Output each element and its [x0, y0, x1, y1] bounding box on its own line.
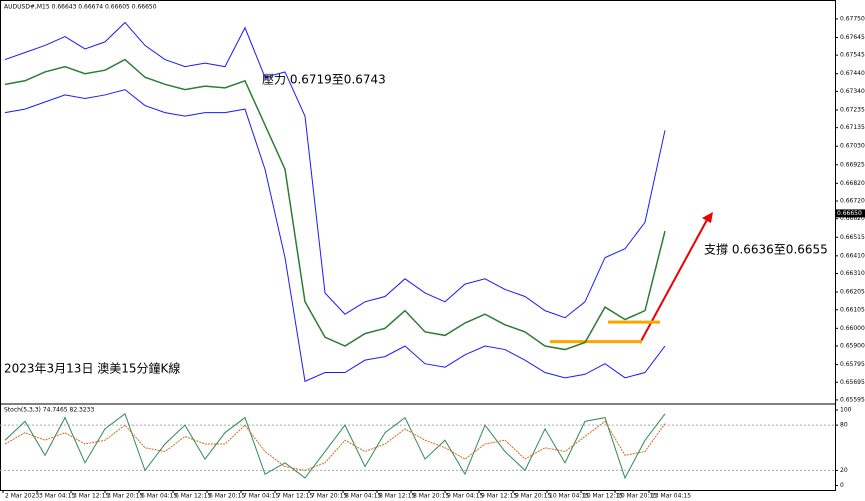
y-tick-label: 0.67645: [840, 34, 865, 41]
y-tick-label: 100: [840, 407, 852, 414]
x-tick-label: 3 Mar 12:15: [73, 493, 109, 500]
x-tick-label: 7 Mar 20:15: [311, 493, 347, 500]
y-tick-label: 0.65795: [840, 361, 865, 368]
y-tick-label: 0.66820: [840, 180, 865, 187]
x-tick-label: 3 Mar 04:15: [39, 493, 75, 500]
series-line: [4, 89, 666, 383]
x-tick-label: 10 Mar 04:15: [549, 493, 589, 500]
indicator-title: Stoch(5,3,3) 74.7465 82.3233: [4, 407, 95, 414]
x-tick-label: 10 Mar 20:15: [617, 493, 657, 500]
x-tick-label: 2 Mar 2023: [5, 493, 39, 500]
y-tick-label: 80: [840, 422, 848, 429]
x-tick-label: 7 Mar 04:15: [243, 493, 279, 500]
y-tick-label: 0.67440: [840, 70, 865, 77]
y-tick-label: 0.66410: [840, 252, 865, 259]
y-tick-label: 0.65900: [840, 343, 865, 350]
price-box: [835, 209, 865, 218]
annotation: 壓力 0.6719至0.6743: [262, 73, 386, 87]
frame: [0, 0, 836, 491]
y-tick-label: 0.66205: [840, 289, 865, 296]
arrow-head: [702, 212, 713, 223]
x-tick-label: 6 Mar 04:15: [141, 493, 177, 500]
x-tick-label: 3 Mar 20:15: [107, 493, 143, 500]
y-tick-label: 0.67030: [840, 143, 865, 150]
x-tick-label: 9 Mar 20:15: [515, 493, 551, 500]
y-tick-label: 0.66105: [840, 306, 865, 313]
y-tick-label: 0.66515: [840, 234, 865, 241]
series-line: [4, 420, 666, 471]
price-label: 0.66650: [837, 210, 862, 217]
x-tick-label: 6 Mar 12:15: [175, 493, 211, 500]
x-tick-label: 8 Mar 12:15: [379, 493, 415, 500]
y-tick-label: 0.66620: [840, 215, 865, 222]
y-tick-label: 0.66925: [840, 161, 865, 168]
x-tick-label: 7 Mar 12:15: [277, 493, 313, 500]
y-tick-label: 0.67235: [840, 106, 865, 113]
y-tick-label: 20: [840, 467, 848, 474]
series-line: [4, 412, 666, 480]
chart-title: AUDUSD#,M15 0.66643 0.66674 0.66605 0.66…: [4, 4, 157, 11]
x-tick-label: 10 Mar 12:15: [583, 493, 623, 500]
x-tick-label: 9 Mar 12:15: [481, 493, 517, 500]
chart-subtitle: 2023年3月13日 澳美15分鐘K線: [4, 361, 180, 376]
y-tick-label: 0.66000: [840, 325, 865, 332]
series-line: [4, 21, 666, 319]
y-tick-label: 0.65695: [840, 379, 865, 386]
y-tick-label: 0.67340: [840, 88, 865, 95]
y-tick-label: 0.67750: [840, 15, 865, 22]
x-tick-label: 8 Mar 04:15: [345, 493, 381, 500]
x-tick-label: 8 Mar 20:15: [413, 493, 449, 500]
y-tick-label: 0.67135: [840, 124, 865, 131]
y-tick-label: 0: [840, 482, 844, 489]
x-tick-label: 9 Mar 04:15: [447, 493, 483, 500]
y-tick-label: 0.67545: [840, 52, 865, 59]
y-tick-label: 0.66720: [840, 198, 865, 205]
annotation: 支撐 0.6636至0.6655: [704, 243, 828, 257]
y-tick-label: 0.65595: [840, 396, 865, 403]
series-line: [4, 58, 666, 351]
y-tick-label: 0.66310: [840, 270, 865, 277]
x-tick-label: 13 Mar 04:15: [651, 493, 691, 500]
x-tick-label: 6 Mar 20:15: [209, 493, 245, 500]
